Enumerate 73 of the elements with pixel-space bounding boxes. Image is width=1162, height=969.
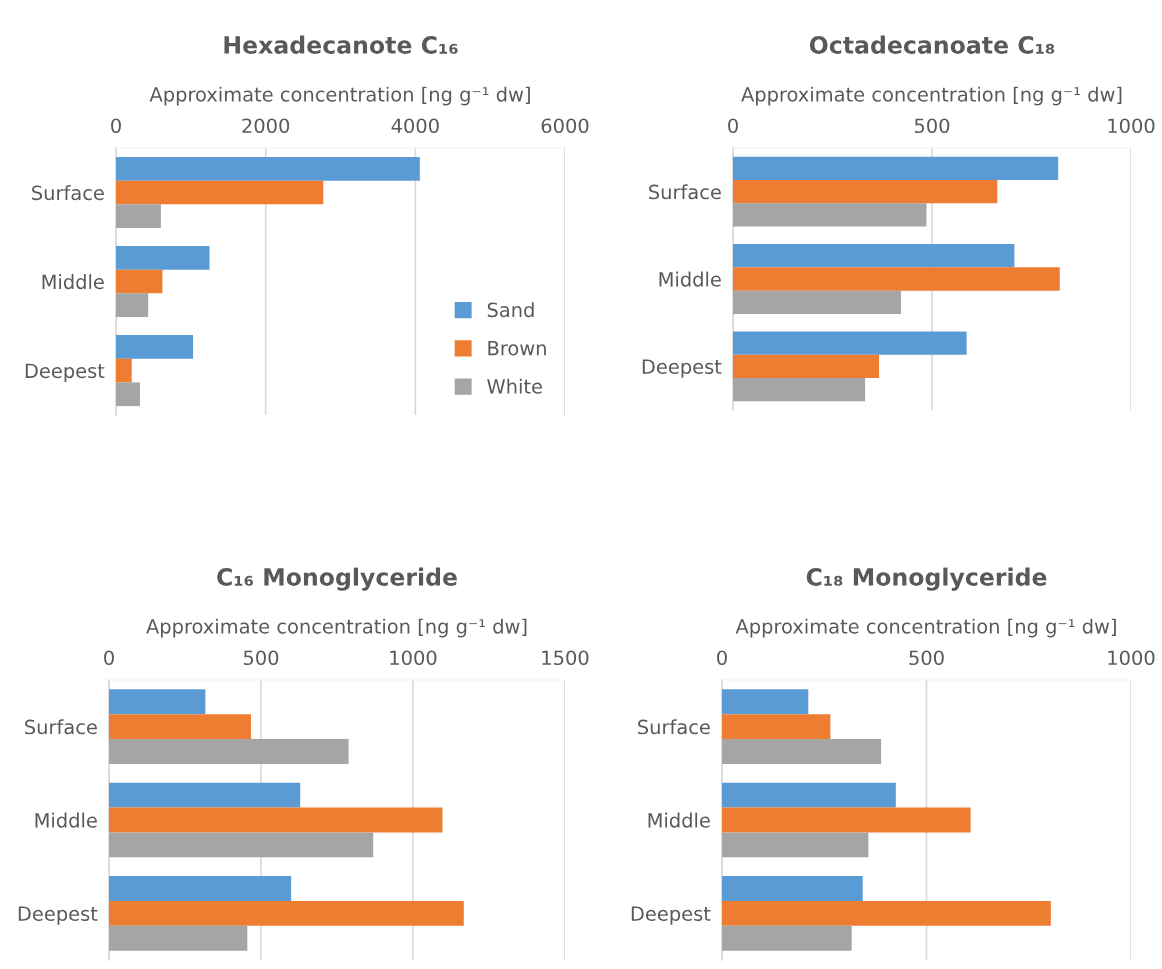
bar — [733, 331, 967, 355]
x-tick-label: 0 — [728, 118, 738, 134]
y-tick-label: Middle — [35, 812, 97, 828]
bar — [722, 925, 852, 951]
y-tick-label: Surface — [638, 719, 710, 735]
x-tick-label: 0 — [111, 118, 121, 134]
x-tick-label: 500 — [243, 650, 279, 666]
bar — [722, 714, 831, 740]
x-tick-label: 1000 — [1108, 118, 1155, 134]
bar — [722, 782, 896, 808]
bar — [116, 156, 420, 181]
bar — [722, 832, 869, 858]
bar — [733, 267, 1060, 291]
y-tick-label: Middle — [659, 271, 721, 287]
bar — [109, 807, 443, 833]
x-tick-label: 500 — [909, 650, 944, 666]
bar — [109, 689, 206, 715]
x-tick-label: 0 — [717, 650, 727, 666]
x-tick-label: 4000 — [391, 118, 439, 134]
bar — [116, 204, 161, 229]
chart-title: C₁₆ Monoglyceride — [217, 567, 457, 591]
chart-title: Octadecanoate C₁₈ — [809, 35, 1055, 54]
bar — [733, 377, 866, 402]
x-tick-label: 1000 — [390, 650, 437, 666]
y-tick-label: Deepest — [642, 359, 722, 378]
bar — [116, 382, 140, 407]
bar — [733, 290, 901, 314]
y-tick-label: Surface — [25, 719, 97, 735]
x-axis-title: Approximate concentration [ng g⁻¹ dw] — [146, 618, 527, 638]
y-tick-label: Deepest — [18, 906, 98, 925]
x-axis-title: Approximate concentration [ng g⁻¹ dw] — [741, 86, 1122, 106]
bar — [109, 900, 464, 926]
bar — [109, 925, 248, 951]
chart-title: C₁₈ Monoglyceride — [806, 567, 1047, 591]
legend-label: Sand — [487, 302, 534, 318]
bar — [116, 293, 149, 318]
bar — [109, 876, 292, 901]
bar — [722, 689, 809, 715]
bar — [733, 203, 927, 227]
bar — [722, 900, 1051, 926]
x-tick-label: 1000 — [1108, 650, 1155, 666]
y-tick-label: Surface — [649, 184, 721, 200]
legend-label: White — [487, 378, 542, 394]
y-tick-label: Middle — [648, 812, 710, 828]
bar — [116, 269, 163, 294]
x-tick-label: 1500 — [542, 650, 589, 666]
bar — [116, 245, 210, 270]
y-tick-label: Middle — [42, 274, 104, 290]
x-tick-label: 2000 — [242, 118, 290, 134]
x-axis-title: Approximate concentration [ng g⁻¹ dw] — [735, 618, 1116, 638]
bar — [109, 714, 251, 740]
bar — [116, 180, 324, 205]
bar — [733, 156, 1059, 181]
chart-title: Hexadecanote C₁₆ — [224, 35, 458, 54]
x-axis-title: Approximate concentration [ng g⁻¹ dw] — [149, 86, 530, 106]
bar — [116, 334, 194, 359]
legend-label: Brown — [488, 341, 546, 356]
x-tick-label: 500 — [914, 118, 950, 134]
bar — [733, 244, 1015, 268]
bar — [733, 180, 998, 204]
bar — [109, 832, 374, 858]
y-tick-label: Deepest — [631, 906, 711, 925]
y-tick-label: Deepest — [25, 363, 105, 382]
bar — [722, 739, 882, 764]
bar — [733, 354, 880, 378]
x-tick-label: 0 — [104, 650, 114, 666]
x-tick-label: 6000 — [541, 118, 589, 134]
bar — [722, 807, 971, 833]
bar — [116, 358, 132, 383]
bar — [109, 739, 349, 764]
bar — [722, 876, 863, 901]
y-tick-label: Surface — [32, 185, 104, 201]
bar — [109, 782, 301, 808]
